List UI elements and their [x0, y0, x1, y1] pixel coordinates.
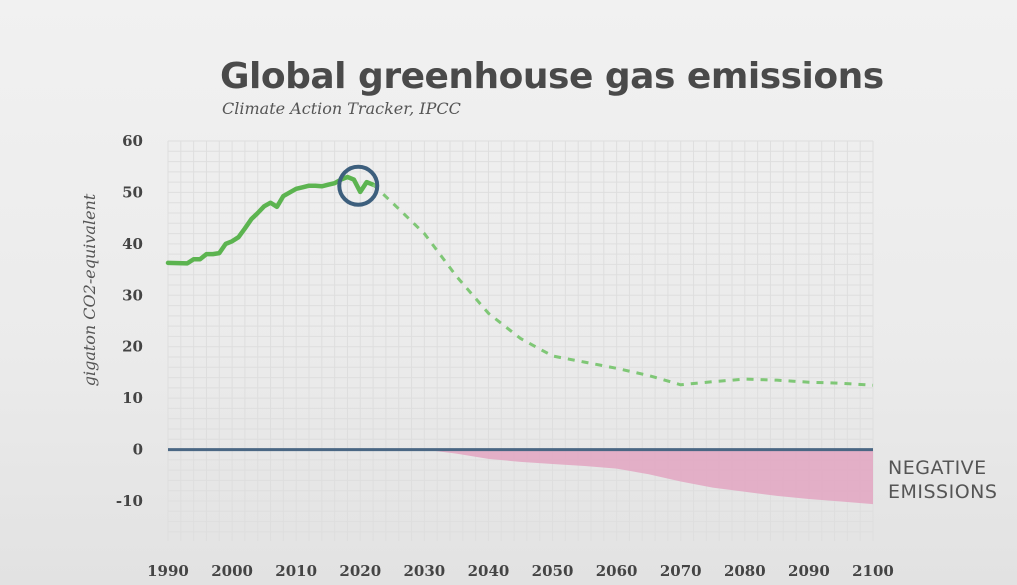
chart-title: Global greenhouse gas emissions: [220, 56, 884, 97]
x-tick-label: 2060: [596, 562, 638, 580]
y-axis-label: gigaton CO2-equivalent: [80, 193, 99, 386]
x-tick-label: 2100: [852, 562, 894, 580]
y-tick-label: 20: [122, 338, 143, 356]
y-tick-label: 60: [122, 132, 143, 150]
x-tick-label: 2080: [724, 562, 766, 580]
x-tick-label: 2010: [275, 562, 317, 580]
negative-emissions-label: NEGATIVE: [888, 457, 987, 479]
negative-emissions-area-layer: [424, 449, 873, 505]
y-tick-label: 10: [122, 389, 143, 407]
x-tick-label: 1990: [147, 562, 189, 580]
y-tick-label: 40: [122, 235, 143, 253]
x-tick-labels: 1990 2000 2010 2020 2030 2040 2050 2060 2070 2080…: [147, 562, 894, 580]
x-tick-label: 2020: [339, 562, 381, 580]
series-layer: [165, 174, 874, 387]
negative-emissions-area: [424, 449, 873, 505]
negative-emissions-label-line2: EMISSIONS: [888, 481, 997, 503]
y-tick-labels: 60 50 40 30 20 10 0 -10: [116, 132, 143, 510]
highlight-layer: [337, 164, 380, 207]
x-tick-label: 2040: [468, 562, 510, 580]
y-tick-label: 0: [133, 441, 143, 459]
highlight-circle: [337, 164, 380, 207]
chart-subtitle: Climate Action Tracker, IPCC: [222, 99, 461, 118]
y-tick-label: -10: [116, 492, 143, 510]
y-tick-label: 30: [122, 286, 143, 304]
x-tick-label: 2090: [788, 562, 830, 580]
y-tick-label: 50: [122, 183, 143, 201]
x-tick-label: 2070: [660, 562, 702, 580]
x-tick-label: 2050: [532, 562, 574, 580]
x-tick-label: 2000: [211, 562, 253, 580]
x-tick-label: 2030: [403, 562, 445, 580]
